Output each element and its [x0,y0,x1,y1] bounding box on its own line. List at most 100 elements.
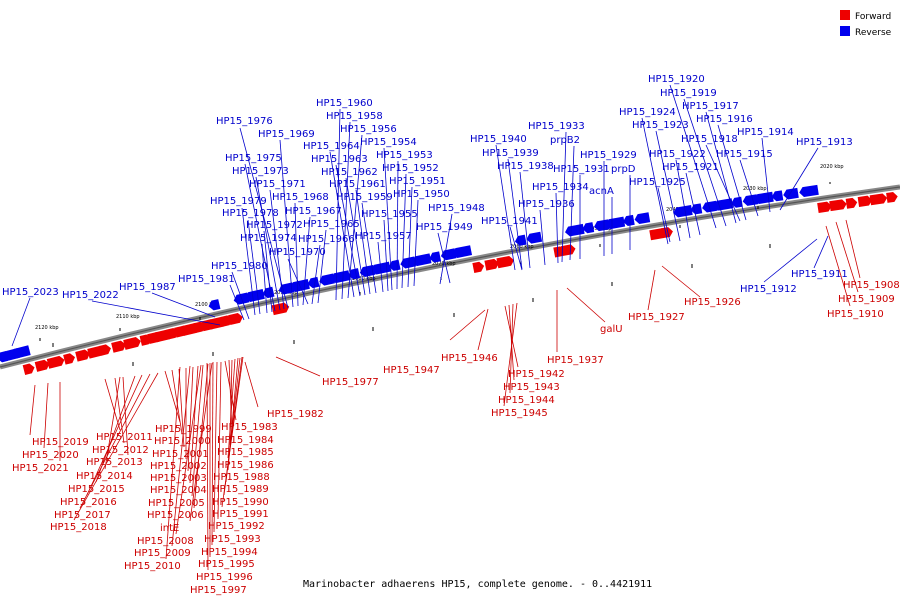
gene-label[interactable]: HP15_1908 [843,280,900,291]
forward-gene-arrow[interactable] [845,197,858,209]
gene-label[interactable]: HP15_1957 [355,231,412,242]
gene-label[interactable]: HP15_1964 [303,141,360,152]
gene-label[interactable]: HP15_1987 [119,282,176,293]
gene-label[interactable]: HP15_1976 [216,116,273,127]
gene-label[interactable]: HP15_1986 [217,460,274,471]
gene-label[interactable]: HP15_1948 [428,203,485,214]
gene-label[interactable]: HP15_1970 [269,247,326,258]
gene-label[interactable]: HP15_1939 [482,148,539,159]
gene-label[interactable]: HP15_1947 [383,365,440,376]
gene-label[interactable]: HP15_1929 [580,150,637,161]
reverse-gene-arrow[interactable] [330,270,351,284]
reverse-gene-arrow[interactable] [347,268,361,280]
gene-label[interactable]: HP15_2004 [150,485,207,496]
gene-label[interactable]: HP15_2020 [22,450,79,461]
gene-label[interactable]: HP15_2018 [50,522,107,533]
forward-gene-arrow[interactable] [661,226,674,239]
gene-label[interactable]: HP15_1915 [716,149,773,160]
gene-label[interactable]: HP15_1972 [246,220,303,231]
gene-label[interactable]: HP15_1931 [553,164,610,175]
reverse-gene-arrow[interactable] [782,187,799,200]
gene-label[interactable]: galU [600,324,623,335]
forward-gene-arrow[interactable] [869,193,888,206]
reverse-gene-arrow[interactable] [526,231,543,245]
gene-label[interactable]: HP15_1912 [740,284,797,295]
gene-label[interactable]: HP15_1923 [632,120,689,131]
gene-label[interactable]: HP15_1925 [629,177,686,188]
reverse-gene-arrow[interactable] [451,245,473,259]
gene-label[interactable]: HP15_1934 [532,182,589,193]
gene-label[interactable]: HP15_1997 [190,585,247,596]
gene-label[interactable]: HP15_1982 [267,409,324,420]
gene-label[interactable]: HP15_1974 [240,233,297,244]
gene-label[interactable]: HP15_1910 [827,309,884,320]
gene-label[interactable]: HP15_1973 [232,166,289,177]
gene-label[interactable]: HP15_2014 [76,471,133,482]
gene-label[interactable]: HP15_2010 [124,561,181,572]
forward-gene-arrow[interactable] [22,363,36,375]
gene-label[interactable]: HP15_1926 [684,297,741,308]
gene-label[interactable]: HP15_1955 [361,209,418,220]
gene-label[interactable]: HP15_2023 [2,287,59,298]
gene-label[interactable]: HP15_1985 [217,447,274,458]
gene-label[interactable]: HP15_2012 [92,445,149,456]
forward-gene-arrow[interactable] [46,355,66,369]
gene-label[interactable]: HP15_1989 [212,484,269,495]
gene-label[interactable]: HP15_1971 [249,179,306,190]
gene-label[interactable]: HP15_2022 [62,290,119,301]
gene-label[interactable]: HP15_1919 [660,88,717,99]
gene-label[interactable]: HP15_1916 [696,114,753,125]
gene-label[interactable]: HP15_2002 [150,461,207,472]
gene-label[interactable]: HP15_1936 [518,199,575,210]
forward-gene-arrow[interactable] [123,336,142,350]
gene-label[interactable]: HP15_2013 [86,457,143,468]
gene-label[interactable]: HP15_1927 [628,312,685,323]
reverse-gene-arrow[interactable] [593,219,610,232]
gene-label[interactable]: HP15_1946 [441,353,498,364]
gene-label[interactable]: HP15_1940 [470,134,527,145]
gene-label[interactable]: HP15_1969 [258,129,315,140]
gene-label[interactable]: HP15_1938 [497,161,554,172]
gene-label[interactable]: HP15_1975 [225,153,282,164]
forward-gene-arrow[interactable] [472,261,485,273]
gene-label[interactable]: HP15_2006 [147,510,204,521]
gene-label[interactable]: HP15_1996 [196,572,253,583]
gene-label[interactable]: HP15_1959 [336,192,393,203]
reverse-gene-arrow[interactable] [713,198,734,211]
gene-label[interactable]: HP15_1917 [682,101,739,112]
gene-label[interactable]: HP15_1954 [360,137,417,148]
forward-gene-arrow[interactable] [99,343,112,356]
gene-label[interactable]: HP15_1918 [681,134,738,145]
forward-gene-arrow[interactable] [817,201,832,213]
forward-gene-arrow[interactable] [560,244,577,257]
reverse-gene-arrow[interactable] [582,222,595,234]
gene-label[interactable]: HP15_1967 [285,206,342,217]
gene-label[interactable]: HP15_1944 [498,395,555,406]
gene-label[interactable]: HP15_1990 [212,497,269,508]
gene-label[interactable]: HP15_2016 [60,497,117,508]
reverse-gene-arrow[interactable] [307,276,320,289]
gene-label[interactable]: acnA [589,186,614,197]
gene-label[interactable]: HP15_1924 [619,107,676,118]
gene-label[interactable]: prpD [611,164,636,175]
gene-label[interactable]: HP15_1943 [503,382,560,393]
gene-label[interactable]: HP15_2011 [96,432,153,443]
forward-gene-arrow[interactable] [496,255,515,269]
reverse-gene-arrow[interactable] [244,288,265,303]
gene-label[interactable]: HP15_1977 [322,377,379,388]
gene-label[interactable]: HP15_1960 [316,98,373,109]
gene-label[interactable]: HP15_2017 [54,510,111,521]
reverse-gene-arrow[interactable] [318,273,335,287]
forward-gene-arrow[interactable] [886,191,898,203]
forward-gene-arrow[interactable] [271,302,291,316]
gene-label[interactable]: HP15_1988 [213,472,270,483]
gene-label[interactable]: intE [160,523,179,534]
forward-gene-arrow[interactable] [857,195,873,207]
gene-label[interactable]: HP15_2009 [134,548,191,559]
reverse-gene-arrow[interactable] [701,200,718,213]
gene-label[interactable]: HP15_1992 [208,521,265,532]
gene-label[interactable]: HP15_1983 [221,422,278,433]
gene-label[interactable]: HP15_1968 [272,192,329,203]
gene-label[interactable]: HP15_1979 [210,196,267,207]
gene-label[interactable]: HP15_2003 [150,473,207,484]
